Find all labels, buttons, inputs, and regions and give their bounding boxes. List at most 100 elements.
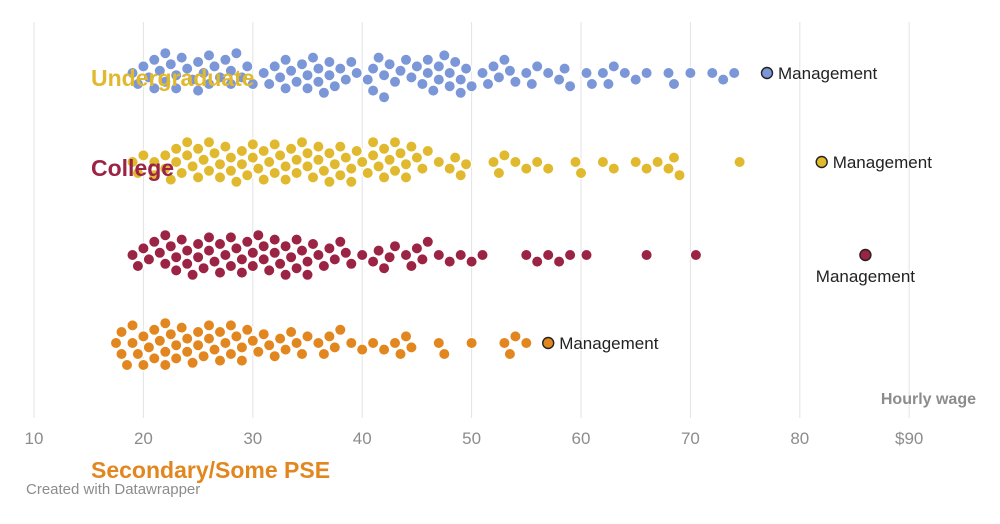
data-point-undergraduate-88 xyxy=(552,73,566,86)
data-point-diploma-41 xyxy=(284,251,298,264)
data-point-secondary-some-pse-50 xyxy=(317,347,331,361)
data-point-secondary-some-pse-15 xyxy=(159,358,172,372)
data-point-diploma-22 xyxy=(213,266,227,279)
data-point-undergraduate-43 xyxy=(317,86,331,100)
data-point-secondary-some-pse-66 xyxy=(503,347,517,361)
data-point-secondary-some-pse-28 xyxy=(208,343,221,356)
data-point-undergraduate-25 xyxy=(230,47,243,60)
data-point-secondary-some-pse-2 xyxy=(115,325,128,339)
data-point-college-1 xyxy=(131,166,145,180)
data-point-secondary-some-pse-53 xyxy=(334,323,347,336)
data-point-college-82 xyxy=(492,166,506,180)
data-point-secondary-some-pse-16 xyxy=(164,328,177,341)
data-point-diploma-32 xyxy=(252,228,265,242)
data-point-undergraduate-37 xyxy=(295,57,309,71)
data-point-secondary-some-pse-32 xyxy=(224,347,238,361)
data-point-secondary-some-pse-54 xyxy=(345,336,358,350)
data-point-undergraduate-67 xyxy=(432,73,445,86)
data-point-diploma-42 xyxy=(290,262,303,275)
data-point-undergraduate-52 xyxy=(366,62,380,75)
highlight-points: Management Management Management Management xyxy=(542,64,932,353)
group-label-undergraduate: Undergraduate xyxy=(91,65,255,91)
data-point-undergraduate-42 xyxy=(312,75,325,89)
data-point-undergraduate-16 xyxy=(191,84,205,97)
data-point-diploma-58 xyxy=(377,262,391,275)
data-point-college-4 xyxy=(148,168,161,182)
data-points xyxy=(109,47,746,372)
data-point-undergraduate-2 xyxy=(137,60,150,73)
data-point-college-84 xyxy=(509,155,522,169)
data-point-college-34 xyxy=(263,155,276,169)
data-point-college-52 xyxy=(328,157,341,171)
data-point-diploma-67 xyxy=(443,255,456,268)
data-point-diploma-43 xyxy=(290,233,303,246)
data-point-college-29 xyxy=(246,151,259,164)
data-point-college-62 xyxy=(366,135,380,149)
data-point-college-20 xyxy=(213,157,227,171)
x-tick-label-40: 40 xyxy=(353,429,372,448)
data-point-secondary-some-pse-47 xyxy=(295,347,309,361)
highlight-label-diploma: Management xyxy=(816,267,916,286)
data-point-college-58 xyxy=(350,144,363,158)
data-point-diploma-62 xyxy=(405,259,418,273)
data-point-undergraduate-35 xyxy=(284,64,298,78)
data-point-secondary-some-pse-33 xyxy=(224,319,238,332)
data-point-diploma-5 xyxy=(153,246,166,259)
data-point-undergraduate-71 xyxy=(443,79,456,93)
data-point-secondary-some-pse-41 xyxy=(263,339,276,352)
data-point-diploma-12 xyxy=(180,244,194,257)
x-tick-label-30: 30 xyxy=(243,429,262,448)
data-point-undergraduate-73 xyxy=(454,73,467,86)
data-point-college-28 xyxy=(241,168,254,182)
data-point-undergraduate-54 xyxy=(372,51,385,64)
data-point-diploma-11 xyxy=(175,233,188,246)
data-point-secondary-some-pse-63 xyxy=(438,347,451,361)
data-point-secondary-some-pse-46 xyxy=(290,336,303,350)
data-point-diploma-13 xyxy=(180,257,194,270)
data-point-undergraduate-38 xyxy=(301,68,314,82)
data-point-college-65 xyxy=(377,171,391,184)
data-point-secondary-some-pse-17 xyxy=(169,339,183,352)
data-point-college-21 xyxy=(213,171,227,184)
data-point-diploma-9 xyxy=(169,251,183,264)
data-point-college-88 xyxy=(569,155,582,169)
data-point-secondary-some-pse-65 xyxy=(498,336,511,350)
data-point-diploma-2 xyxy=(137,242,150,255)
data-point-undergraduate-4 xyxy=(148,53,161,67)
data-point-undergraduate-81 xyxy=(498,53,511,67)
data-point-undergraduate-104 xyxy=(728,66,741,80)
data-point-undergraduate-59 xyxy=(394,64,407,78)
data-point-diploma-28 xyxy=(235,266,249,279)
data-point-college-90 xyxy=(596,155,610,169)
data-point-undergraduate-79 xyxy=(487,60,500,73)
data-point-undergraduate-74 xyxy=(454,86,467,100)
data-point-undergraduate-48 xyxy=(339,73,352,86)
data-point-undergraduate-45 xyxy=(323,55,336,69)
data-point-undergraduate-82 xyxy=(503,64,517,78)
data-point-secondary-some-pse-20 xyxy=(180,332,194,345)
data-point-college-35 xyxy=(268,166,281,180)
data-point-secondary-some-pse-51 xyxy=(323,330,336,343)
data-point-college-80 xyxy=(459,157,473,171)
data-point-diploma-44 xyxy=(295,244,309,257)
highlight-label-undergraduate: Management xyxy=(778,64,878,83)
data-point-college-96 xyxy=(667,151,681,164)
data-point-diploma-72 xyxy=(531,255,544,268)
data-point-secondary-some-pse-48 xyxy=(301,330,314,343)
data-point-diploma-31 xyxy=(246,259,259,273)
data-point-undergraduate-103 xyxy=(717,73,730,86)
data-point-secondary-some-pse-60 xyxy=(399,330,413,343)
data-point-diploma-20 xyxy=(208,255,221,268)
data-point-college-40 xyxy=(284,142,298,155)
data-point-college-61 xyxy=(366,149,380,162)
data-point-undergraduate-13 xyxy=(180,62,194,75)
data-point-undergraduate-75 xyxy=(459,62,473,75)
data-point-diploma-48 xyxy=(312,248,325,262)
data-point-diploma-19 xyxy=(202,231,216,244)
data-point-undergraduate-69 xyxy=(438,49,451,62)
data-point-college-72 xyxy=(405,140,418,153)
data-point-college-14 xyxy=(191,142,205,155)
data-point-college-56 xyxy=(345,162,358,175)
data-point-undergraduate-83 xyxy=(509,75,522,89)
data-point-diploma-49 xyxy=(317,259,331,273)
